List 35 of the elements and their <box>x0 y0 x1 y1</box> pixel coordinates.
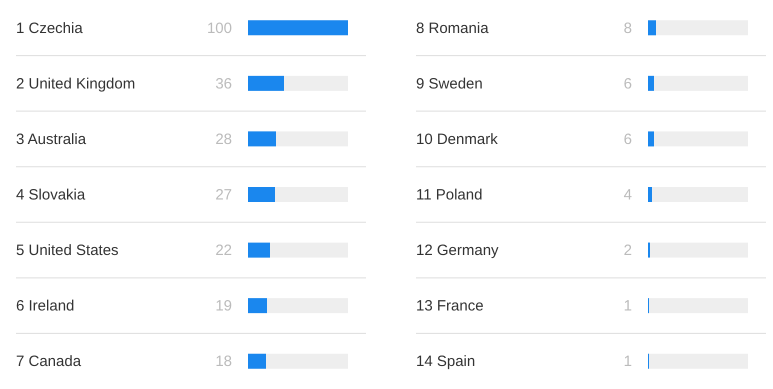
bar <box>648 131 654 146</box>
data-label: 4 <box>624 186 632 204</box>
data-label: 18 <box>215 353 232 370</box>
bar <box>248 354 266 369</box>
category-label: 11 Poland <box>416 186 482 204</box>
bar <box>648 20 656 36</box>
bar <box>248 298 267 314</box>
category-label: 1 Czechia <box>16 20 83 37</box>
category-label: 6 Ireland <box>16 298 74 315</box>
category-label: 9 Sweden <box>416 75 483 92</box>
data-label: 6 <box>624 130 632 148</box>
category-label: 4 Slovakia <box>16 186 86 204</box>
data-label: 27 <box>215 186 232 204</box>
data-label: 8 <box>624 20 632 37</box>
category-label: 13 France <box>416 298 484 315</box>
data-label: 6 <box>624 75 632 92</box>
category-label: 7 Canada <box>16 353 82 370</box>
category-label: 14 Spain <box>416 353 476 370</box>
category-label: 12 Germany <box>416 242 499 260</box>
data-label: 36 <box>215 75 232 92</box>
data-label: 2 <box>624 242 632 260</box>
data-label: 22 <box>215 242 232 260</box>
category-label: 5 United States <box>16 242 119 260</box>
bar <box>648 187 652 202</box>
category-label: 3 Australia <box>16 130 86 148</box>
bar <box>648 76 654 91</box>
category-label: 2 United Kingdom <box>16 75 136 92</box>
data-label: 19 <box>215 298 232 315</box>
data-label: 28 <box>215 130 232 148</box>
data-label: 1 <box>624 298 632 315</box>
category-label: 8 Romania <box>416 20 489 37</box>
data-label: 100 <box>206 20 232 37</box>
bar <box>248 242 270 258</box>
category-label: 10 Denmark <box>416 130 498 148</box>
data-label: 1 <box>624 353 632 370</box>
